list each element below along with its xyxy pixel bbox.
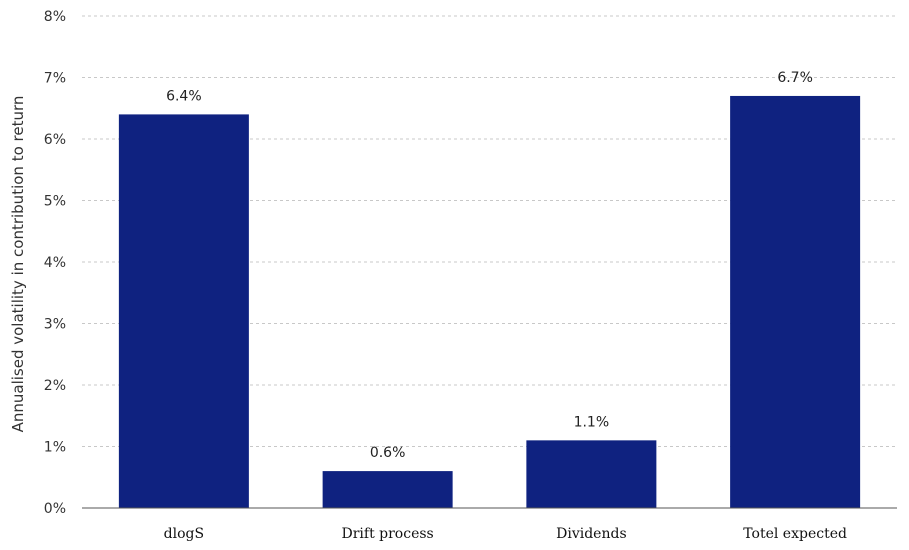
y-axis-title: Annualised volatility in contribution to… [9,96,27,433]
bar-dlogs [118,114,249,509]
y-tick-label: 7% [44,71,66,87]
y-tick-label: 8% [44,9,66,25]
bar-totel-expected [730,95,861,508]
x-tick-label: Dividends [556,526,627,542]
data-labels: 6.4% 0.6% 1.1% 6.7% [166,70,813,461]
y-tick-label: 6% [44,132,66,148]
y-axis-ticks: 0% 1% 2% 3% 4% 5% 6% 7% 8% [44,9,66,517]
y-tick-label: 0% [44,501,66,517]
x-axis-categories: dlogS Drift process Dividends Totel expecte… [164,526,847,542]
data-label: 6.4% [166,88,202,104]
data-label: 0.6% [370,445,406,461]
x-tick-label: Drift process [342,526,434,542]
y-tick-label: 4% [44,255,66,271]
data-label: 1.1% [574,414,610,430]
data-label: 6.7% [777,70,813,86]
bar-drift-process [322,471,453,508]
x-tick-label: dlogS [164,526,204,542]
bars [118,95,861,509]
y-tick-label: 1% [44,440,66,456]
y-tick-label: 2% [44,378,66,394]
bar-dividends [526,440,657,508]
x-tick-label: Totel expected [743,526,847,542]
y-tick-label: 5% [44,194,66,210]
y-tick-label: 3% [44,317,66,333]
